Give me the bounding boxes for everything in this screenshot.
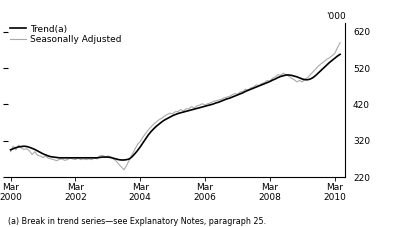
Legend: Trend(a), Seasonally Adjusted: Trend(a), Seasonally Adjusted — [10, 25, 121, 44]
Text: (a) Break in trend series—see Explanatory Notes, paragraph 25.: (a) Break in trend series—see Explanator… — [8, 217, 266, 226]
Text: '000: '000 — [326, 12, 345, 21]
